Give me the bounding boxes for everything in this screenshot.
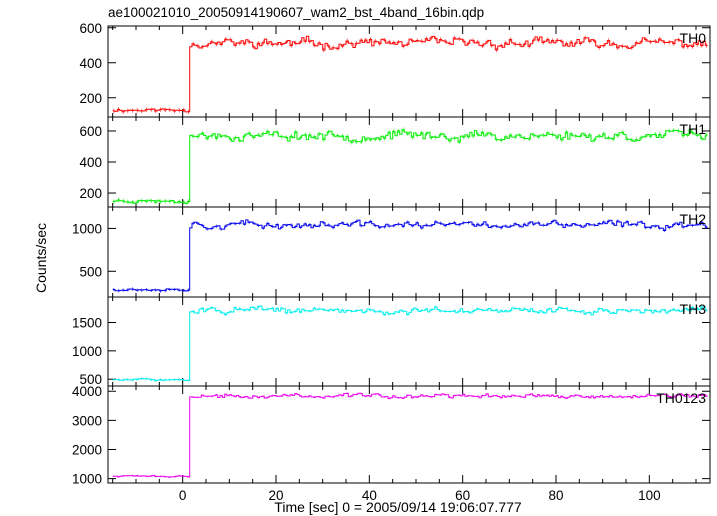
y-tick-label: 1000 [72, 344, 102, 359]
panel-th1: 200 400 600 TH1 [79, 116, 711, 208]
y-tick-label: 400 [79, 56, 102, 71]
x-tick-label: 60 [455, 488, 470, 503]
panel-frame [107, 206, 711, 298]
y-tick-label: 1500 [72, 316, 102, 331]
panel-th0: 200 400 600 TH0 [79, 21, 711, 118]
y-tick-label: 200 [79, 186, 102, 201]
y-tick-label: 200 [79, 91, 102, 106]
panel-frame [107, 116, 711, 208]
y-tick-label: 1000 [72, 221, 102, 236]
y-tick-label: 400 [79, 155, 102, 170]
series-line-th0 [112, 35, 708, 113]
y-tick-label: 500 [79, 264, 102, 279]
x-axis-label: Time [sec] 0 = 2005/09/14 19:06:07.777 [274, 499, 522, 515]
y-tick-label: 1000 [72, 472, 102, 487]
x-tick-label: 40 [362, 488, 377, 503]
panel-label: TH2 [680, 211, 707, 227]
y-axis-label: Counts/sec [33, 223, 49, 293]
x-tick-label: 0 [179, 488, 187, 503]
x-tick-label: 100 [638, 488, 661, 503]
series-line-th1 [112, 129, 708, 205]
panel-label: TH1 [680, 121, 707, 137]
panel-frame [107, 296, 711, 387]
series-line-th2 [112, 219, 708, 292]
x-tick-label: 20 [268, 488, 283, 503]
panel-th3: 500 1000 1500 TH3 [72, 296, 711, 387]
series-line-th3 [112, 305, 708, 382]
series-line-th0123 [112, 392, 708, 478]
y-tick-label: 600 [79, 124, 102, 139]
y-tick-label: 600 [79, 21, 102, 36]
panel-frame [107, 385, 711, 484]
y-tick-label: 500 [79, 372, 102, 387]
y-tick-label: 4000 [72, 384, 102, 399]
x-tick-label: 80 [548, 488, 563, 503]
y-tick-label: 3000 [72, 413, 102, 428]
panel-label: TH3 [680, 301, 707, 317]
panel-th0123: 1000 2000 3000 4000 TH0123 [72, 384, 711, 487]
panel-th2: 500 1000 TH2 [72, 206, 711, 298]
y-tick-label: 2000 [72, 443, 102, 458]
panel-label: TH0 [680, 30, 707, 46]
chart-title: ae100021010_20050914190607_wam2_bst_4ban… [108, 5, 484, 20]
panel-label: TH0123 [656, 390, 706, 406]
